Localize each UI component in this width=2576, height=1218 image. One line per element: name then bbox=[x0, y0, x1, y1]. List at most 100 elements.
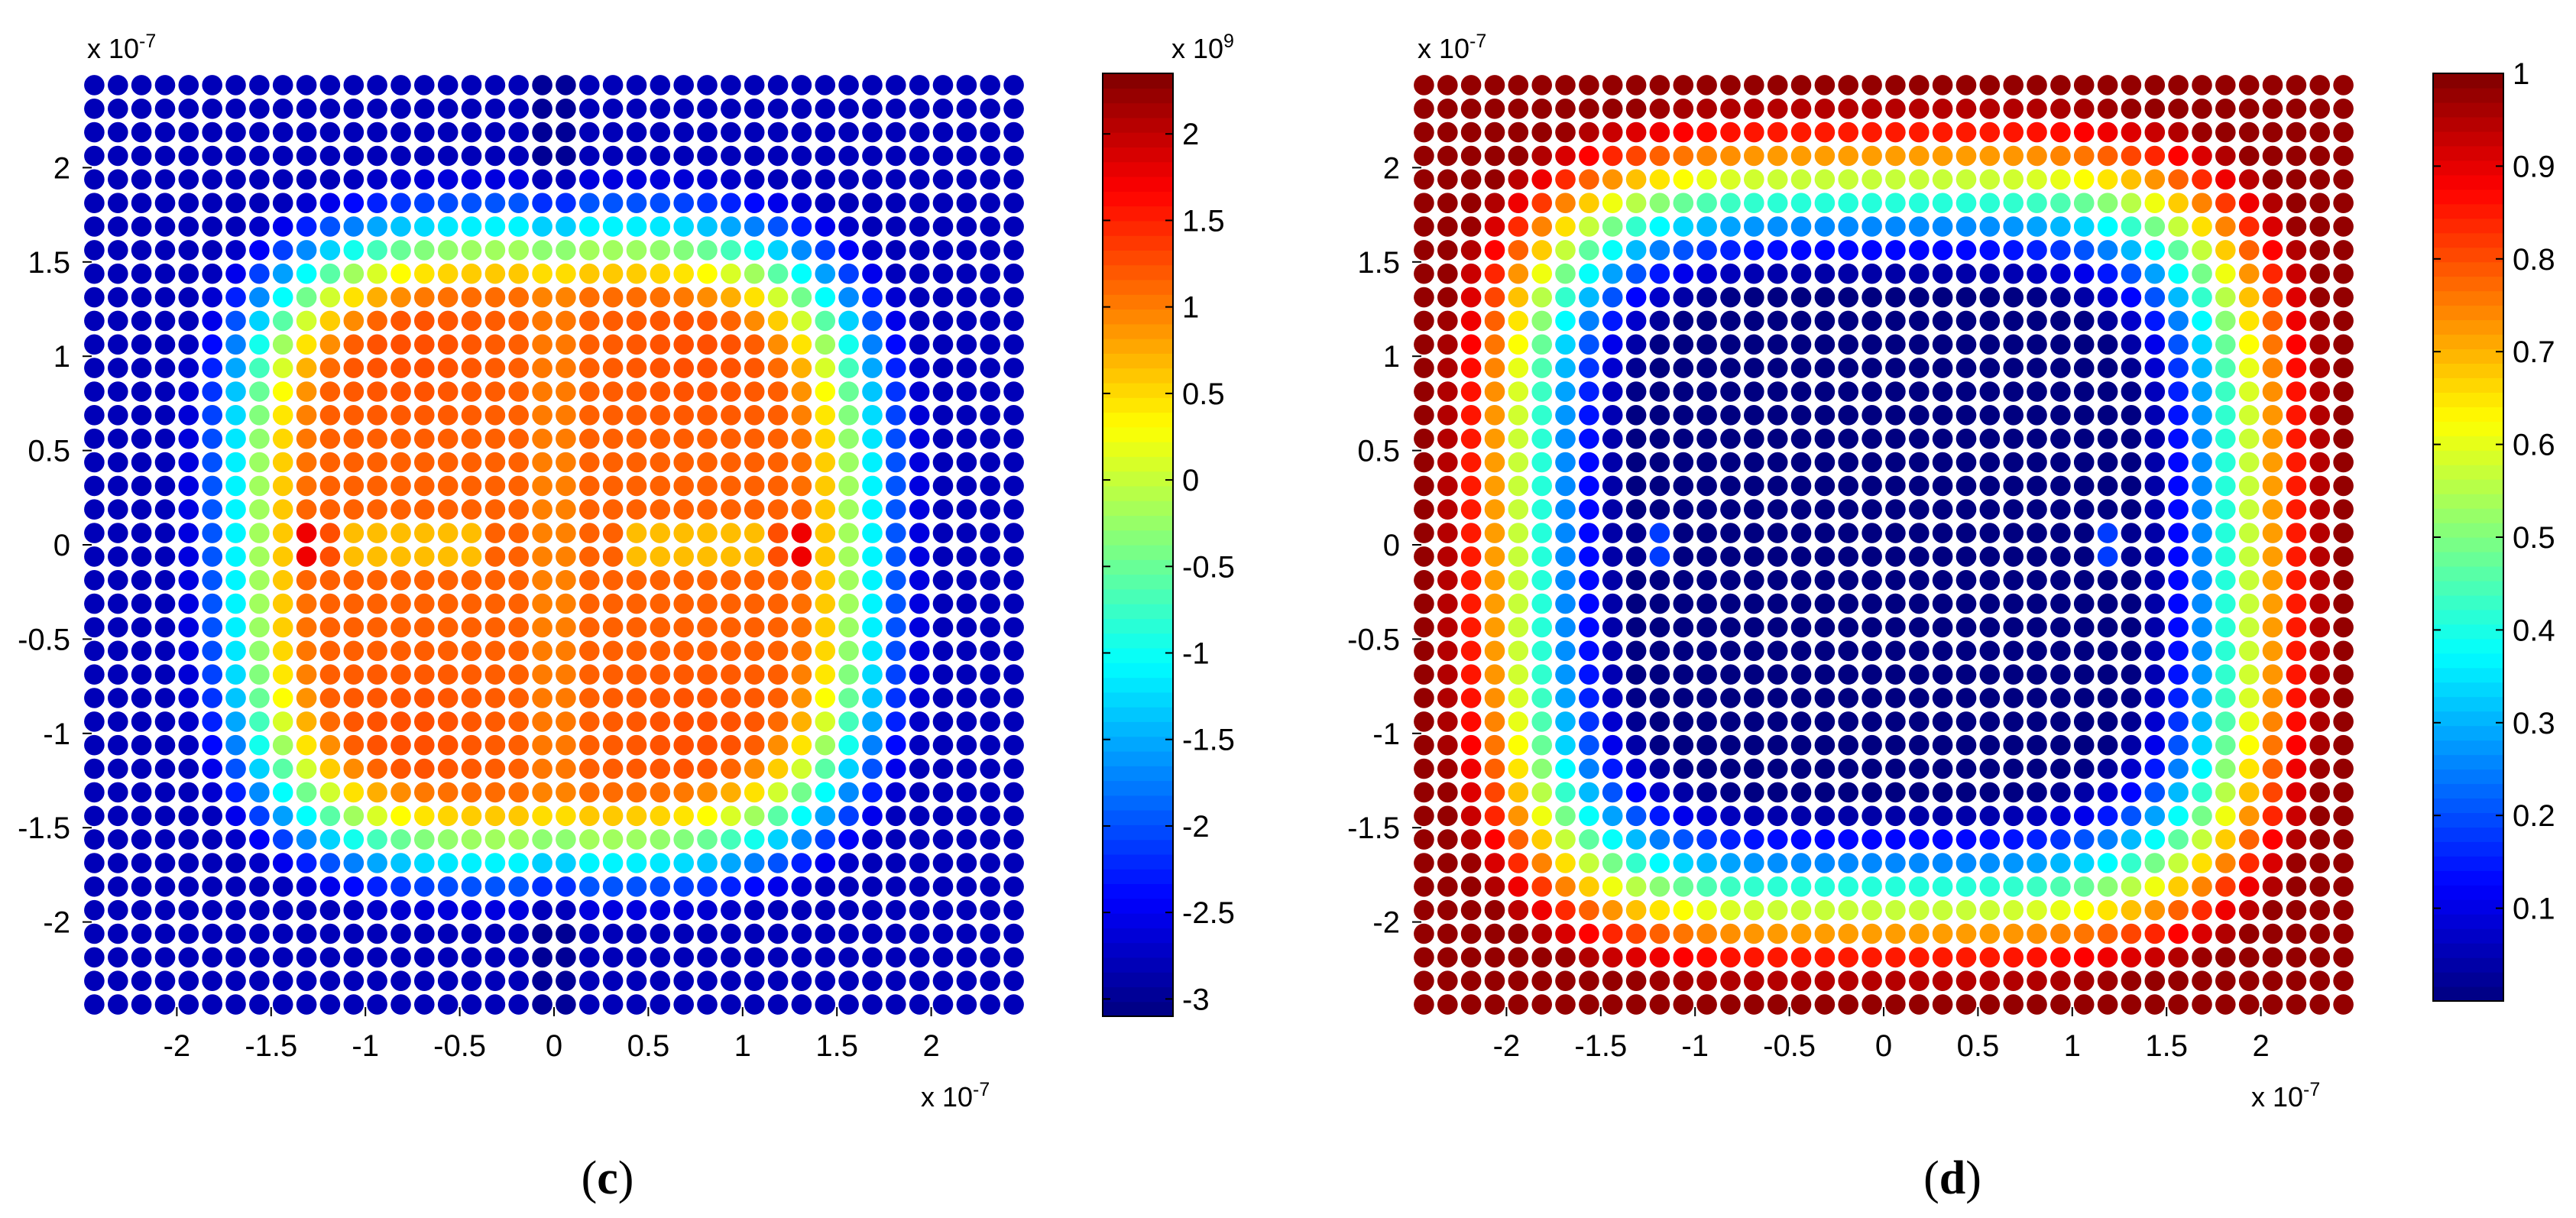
scatter-point bbox=[1720, 428, 1741, 449]
scatter-point bbox=[2168, 75, 2189, 96]
scatter-point bbox=[1460, 853, 1482, 873]
scatter-point bbox=[862, 358, 883, 378]
scatter-point bbox=[791, 876, 812, 897]
scatter-point bbox=[767, 782, 789, 803]
scatter-point bbox=[2097, 287, 2118, 308]
scatter-point bbox=[650, 664, 671, 685]
scatter-point bbox=[1720, 546, 1741, 567]
scatter-point bbox=[673, 947, 694, 968]
scatter-point bbox=[2333, 688, 2354, 708]
scatter-point bbox=[1838, 853, 1858, 873]
scatter-point bbox=[980, 829, 1000, 850]
scatter-point bbox=[650, 853, 671, 873]
scatter-point bbox=[815, 923, 836, 944]
scatter-point bbox=[202, 711, 223, 732]
scatter-point bbox=[650, 947, 671, 968]
scatter-point bbox=[202, 310, 223, 332]
scatter-point bbox=[2238, 805, 2260, 827]
scatter-point bbox=[815, 994, 836, 1015]
scatter-point bbox=[2286, 310, 2307, 332]
scatter-point bbox=[1003, 711, 1024, 732]
scatter-point bbox=[1814, 499, 1836, 520]
scatter-point bbox=[1437, 75, 1458, 96]
scatter-point bbox=[744, 923, 765, 944]
scatter-point bbox=[1744, 994, 1764, 1015]
scatter-point bbox=[1531, 923, 1552, 944]
x-tick-label: 0 bbox=[546, 1029, 562, 1063]
scatter-point bbox=[1885, 75, 1906, 96]
scatter-point bbox=[1790, 711, 1812, 732]
scatter-point bbox=[1909, 734, 1930, 756]
scatter-point bbox=[2238, 428, 2260, 449]
scatter-point bbox=[1602, 593, 1623, 614]
scatter-point bbox=[296, 334, 317, 355]
scatter-point bbox=[1696, 994, 1717, 1015]
scatter-point bbox=[626, 145, 647, 167]
scatter-point bbox=[815, 899, 836, 921]
scatter-point bbox=[202, 475, 223, 497]
scatter-point bbox=[178, 923, 199, 944]
scatter-point bbox=[1460, 145, 1482, 167]
colorbar-c: 21.510.50-0.5-1-1.5-2-2.5-3 bbox=[1102, 73, 1235, 1017]
scatter-point bbox=[2050, 193, 2071, 213]
scatter-point bbox=[932, 664, 954, 685]
scatter-point bbox=[1862, 428, 1882, 449]
scatter-point bbox=[744, 805, 765, 827]
scatter-point bbox=[225, 664, 246, 685]
scatter-point bbox=[1555, 593, 1576, 614]
scatter-point bbox=[838, 310, 859, 332]
scatter-point bbox=[1579, 428, 1599, 449]
scatter-point bbox=[2144, 263, 2166, 284]
scatter-point bbox=[697, 263, 718, 284]
scatter-point bbox=[1437, 381, 1458, 402]
scatter-point bbox=[838, 570, 859, 591]
scatter-point bbox=[1885, 782, 1906, 803]
scatter-point bbox=[1838, 947, 1858, 968]
scatter-point bbox=[932, 570, 954, 591]
scatter-point bbox=[1437, 145, 1458, 167]
scatter-point bbox=[579, 853, 600, 873]
scatter-point bbox=[815, 758, 836, 779]
scatter-point bbox=[1579, 499, 1599, 520]
scatter-point bbox=[1955, 240, 1977, 261]
scatter-point bbox=[1531, 805, 1552, 827]
scatter-point bbox=[1625, 381, 1647, 402]
scatter-point bbox=[2215, 734, 2236, 756]
scatter-point bbox=[1838, 240, 1858, 261]
scatter-point bbox=[1909, 711, 1930, 732]
scatter-point bbox=[1484, 688, 1505, 708]
scatter-point bbox=[1696, 947, 1717, 968]
scatter-point bbox=[2003, 381, 2024, 402]
scatter-point bbox=[1531, 499, 1552, 520]
scatter-point bbox=[1696, 734, 1717, 756]
scatter-point bbox=[414, 358, 435, 378]
scatter-point bbox=[532, 617, 552, 638]
scatter-point bbox=[1767, 570, 1788, 591]
scatter-point bbox=[1460, 899, 1482, 921]
scatter-point bbox=[1414, 193, 1434, 213]
scatter-point bbox=[767, 499, 789, 520]
scatter-point bbox=[2309, 145, 2330, 167]
scatter-point bbox=[2333, 452, 2354, 473]
scatter-point bbox=[697, 805, 718, 827]
scatter-point bbox=[2333, 523, 2354, 543]
scatter-point bbox=[1602, 358, 1623, 378]
scatter-point bbox=[2050, 711, 2071, 732]
scatter-point bbox=[1720, 923, 1741, 944]
scatter-point bbox=[886, 381, 906, 402]
scatter-point bbox=[1720, 193, 1741, 213]
scatter-point bbox=[1602, 169, 1623, 190]
scatter-point bbox=[2286, 193, 2307, 213]
colorbar-segment bbox=[1103, 662, 1173, 679]
scatter-point bbox=[2050, 947, 2071, 968]
scatter-point bbox=[1437, 923, 1458, 944]
scatter-point bbox=[2144, 145, 2166, 167]
scatter-point bbox=[2215, 240, 2236, 261]
scatter-point bbox=[131, 664, 152, 685]
scatter-point bbox=[1696, 711, 1717, 732]
scatter-point bbox=[2215, 99, 2236, 119]
scatter-point bbox=[296, 99, 317, 119]
scatter-point bbox=[2262, 853, 2283, 873]
scatter-point bbox=[225, 452, 246, 473]
scatter-point bbox=[980, 947, 1000, 968]
